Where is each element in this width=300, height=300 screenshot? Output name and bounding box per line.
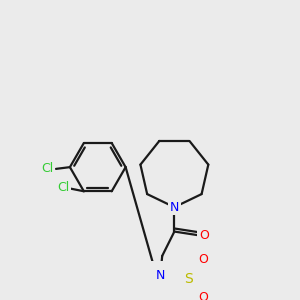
Text: N: N (156, 268, 165, 282)
Text: S: S (184, 272, 193, 286)
Text: O: O (199, 229, 209, 242)
Text: Cl: Cl (57, 181, 69, 194)
Text: O: O (198, 291, 208, 300)
Text: N: N (170, 201, 179, 214)
Text: Cl: Cl (41, 162, 53, 176)
Text: O: O (198, 253, 208, 266)
